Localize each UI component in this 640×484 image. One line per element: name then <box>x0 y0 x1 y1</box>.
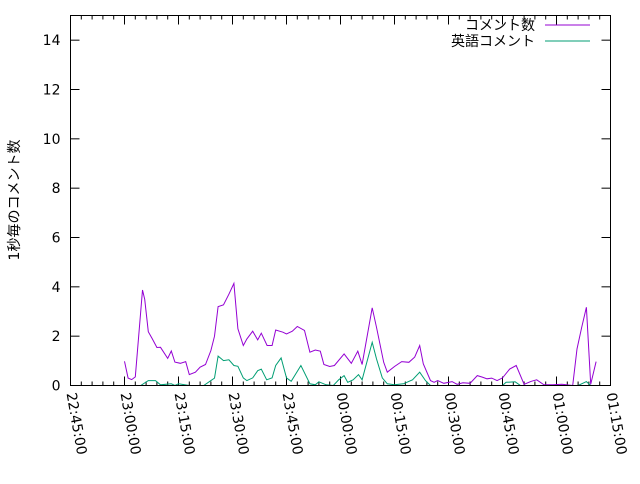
y-tick-label: 0 <box>52 379 61 395</box>
x-tick-label: 00:45:00 <box>495 391 522 456</box>
y-tick-label: 6 <box>52 231 61 247</box>
x-tick-labels: 22:45:00 23:00:00 23:15:00 23:30:00 23:45:00… <box>63 391 630 456</box>
x-tick-label: 01:00:00 <box>549 391 576 456</box>
series-line-0 <box>124 281 597 387</box>
series-lines <box>124 281 597 387</box>
series-line-1 <box>124 340 597 387</box>
x-tick-label: 00:30:00 <box>441 391 468 456</box>
y-tick-labels: 0 2 4 6 8 10 12 14 <box>43 33 61 394</box>
y-tick-label: 8 <box>52 181 61 197</box>
x-tick-label: 23:15:00 <box>171 391 198 456</box>
legend-label-0: コメント数 <box>465 18 535 34</box>
legend-label-1: 英語コメント <box>451 33 535 50</box>
x-tick-label: 01:15:00 <box>603 391 630 456</box>
plot-frame <box>70 15 611 386</box>
x-tick-label: 23:30:00 <box>225 391 252 456</box>
x-tick-label: 00:15:00 <box>387 391 414 456</box>
x-tick-label: 23:45:00 <box>279 391 306 456</box>
x-tick-label: 23:00:00 <box>117 391 144 456</box>
axis-ticks <box>70 15 611 386</box>
y-tick-label: 12 <box>43 83 61 99</box>
x-tick-label: 00:00:00 <box>333 391 360 456</box>
y-axis-label: 1秒毎のコメント数 <box>7 140 23 261</box>
y-tick-label: 14 <box>43 33 61 49</box>
y-tick-label: 10 <box>43 132 61 148</box>
x-tick-label: 22:45:00 <box>63 391 90 456</box>
y-tick-label: 4 <box>52 280 61 296</box>
legend: コメント数 英語コメント <box>451 18 590 50</box>
y-tick-label: 2 <box>52 329 61 345</box>
